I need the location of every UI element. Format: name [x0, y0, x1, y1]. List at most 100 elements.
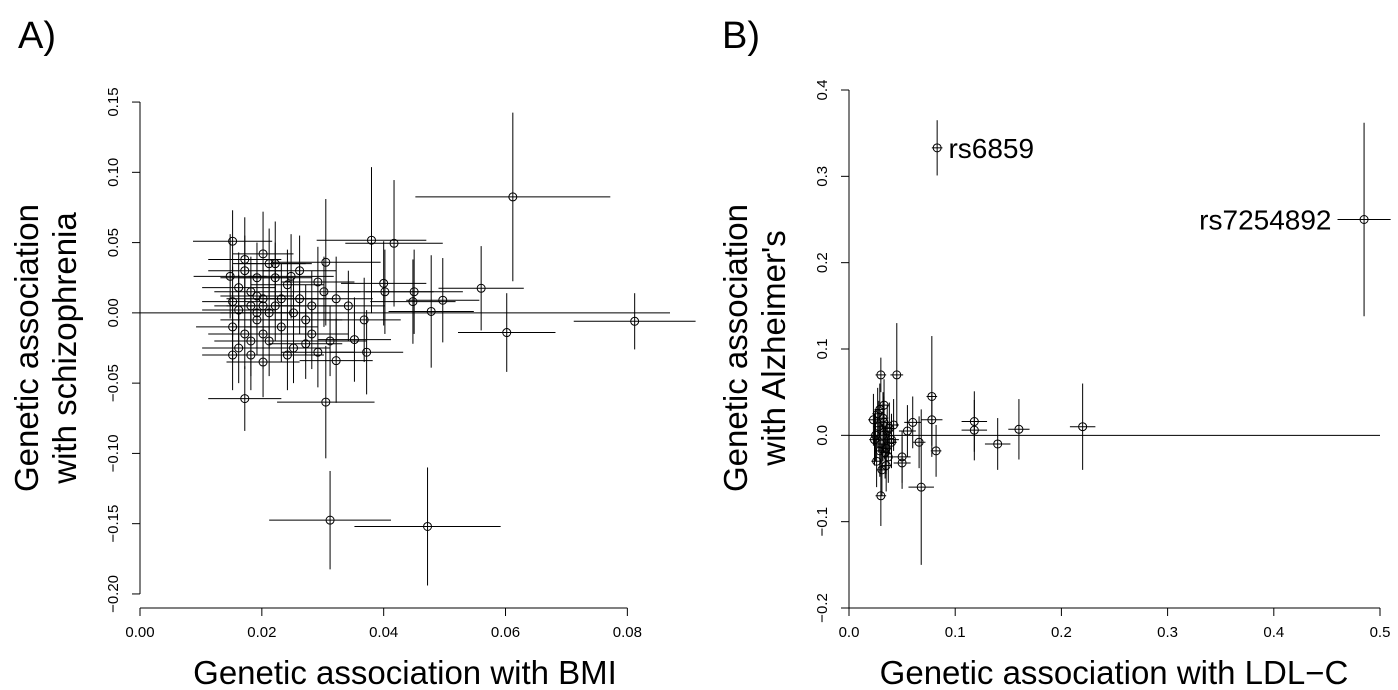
y-axis-title-b-line2: with Alzheimer's: [755, 230, 792, 467]
point-marker: [225, 271, 235, 281]
y-tick-label: −0.10: [105, 434, 122, 472]
y-axis-title-b-line1: Genetic association: [717, 204, 754, 492]
data-point: [232, 228, 306, 299]
y-tick-label: 0.00: [105, 298, 122, 327]
data-point: [878, 379, 890, 432]
data-point: [888, 399, 899, 451]
point-marker: [876, 491, 886, 501]
y-tick-label: 0.3: [814, 166, 831, 187]
point-marker: [914, 437, 924, 447]
point-marker: [319, 287, 329, 297]
data-point: [912, 416, 926, 469]
y-axis-title-a-line2: with schizophrenia: [46, 212, 83, 485]
point-marker: [264, 259, 274, 269]
data-point: [893, 437, 911, 489]
y-tick-label: 0.05: [105, 228, 122, 257]
data-point: [874, 424, 886, 477]
point-marker: [502, 328, 512, 338]
point-marker: [362, 347, 372, 357]
point-marker: [240, 394, 250, 404]
y-tick-label: 0.15: [105, 87, 122, 116]
data-point: [880, 439, 892, 492]
point-marker: [313, 277, 323, 287]
data-point: [961, 399, 988, 461]
data-point: [208, 366, 282, 431]
point-marker: [258, 249, 268, 259]
point-marker: [307, 329, 317, 339]
point-marker: [331, 356, 341, 366]
data-point: [1069, 383, 1096, 470]
panel-b: B) 0.0 0.1 0.2 0.3 0.4 0.5−0.2−0.10.00.10.20.…: [717, 15, 1391, 690]
point-marker: [932, 143, 942, 153]
x-axis-title-a: Genetic association with BMI: [193, 654, 617, 690]
point-marker: [886, 437, 896, 447]
x-tick-label: 0.4: [1263, 624, 1284, 641]
point-marker: [343, 301, 353, 311]
x-tick-label: 0.3: [1157, 624, 1178, 641]
point-marker: [246, 336, 256, 346]
data-point: [458, 293, 556, 372]
y-axis-title-a-line1: Genetic association: [8, 204, 45, 492]
x-tick-label: 0.1: [945, 624, 966, 641]
data-point: [208, 235, 282, 306]
axes-a: 0.00 0.02 0.04 0.06 0.08 −0.20 −0.15 −0.10 −0.05…: [105, 87, 642, 641]
point-marker: [508, 192, 518, 202]
data-point: [438, 246, 524, 331]
point-marker: [321, 257, 331, 267]
x-tick-label: 0.0: [839, 624, 860, 641]
data-point: [238, 242, 312, 313]
data-point: [220, 260, 294, 332]
data-point: [317, 297, 391, 382]
point-marker: [969, 425, 979, 435]
x-tick-label: 0.02: [247, 624, 276, 641]
y-tick-label: 0.1: [814, 339, 831, 360]
point-marker: [380, 287, 390, 297]
data-point: [256, 277, 331, 348]
point-marker: [426, 306, 436, 316]
x-tick-label: 0.08: [613, 624, 642, 641]
point-marker: [868, 415, 878, 425]
point-marker: [313, 347, 323, 357]
point-marker: [359, 315, 369, 325]
x-tick-label: 0.04: [369, 624, 398, 641]
data-point: [202, 312, 276, 384]
data-point: [193, 210, 273, 273]
x-tick-label: 0.2: [1051, 624, 1072, 641]
data-point: [415, 112, 611, 282]
point-marker: [349, 335, 359, 345]
data-point: [868, 393, 879, 446]
data-point: [370, 259, 456, 344]
point-marker: [883, 452, 893, 462]
point-marker: [1078, 422, 1088, 432]
point-marker: [897, 458, 907, 468]
point-marker: [889, 420, 899, 430]
data-point: [573, 293, 696, 350]
data-point: [875, 465, 887, 526]
point-marker: [252, 291, 262, 301]
data-point: [299, 318, 373, 403]
data-point: [277, 345, 375, 459]
point-marker: [1014, 424, 1024, 434]
x-axis-title-b: Genetic association with LDL−C: [880, 654, 1349, 690]
panel-a: A) 0.00 0.02 0.04 0.06 0.08 −0.20 −0.15 −0.10 −0…: [8, 15, 696, 690]
data-point: [202, 252, 276, 323]
data-point: [345, 180, 443, 307]
data-point: [281, 317, 355, 388]
point-marker: [476, 283, 486, 293]
x-tick-label: 0.06: [491, 624, 520, 641]
panel-label-b: B): [722, 15, 760, 57]
point-marker: [438, 295, 448, 305]
data-point-rs6859: [931, 120, 943, 176]
data-point: [316, 167, 427, 314]
point-marker: [876, 370, 886, 380]
point-marker: [869, 435, 879, 445]
point-marker: [295, 266, 305, 276]
point-marker: [875, 446, 885, 456]
point-marker: [902, 426, 912, 436]
data-point: [984, 418, 1011, 470]
point-marker: [282, 280, 292, 290]
point-label: rs7254892: [1199, 205, 1331, 236]
point-marker: [240, 266, 250, 276]
y-tick-label: −0.20: [105, 575, 122, 613]
